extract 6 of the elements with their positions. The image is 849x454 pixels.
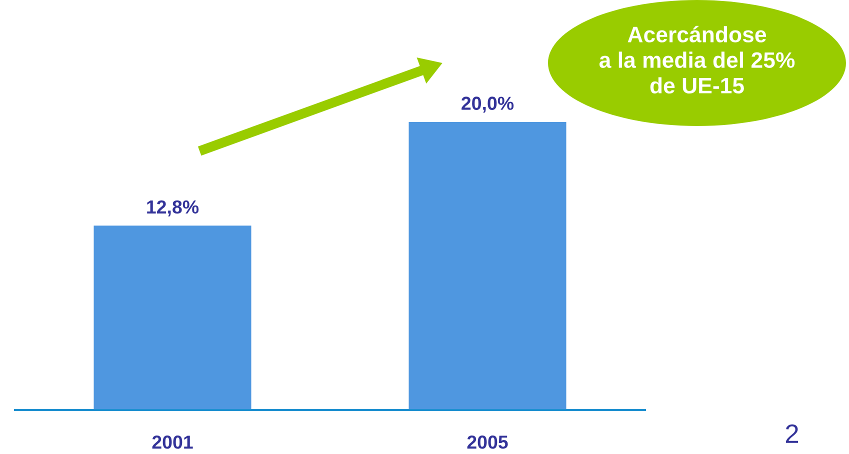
text: 2 xyxy=(786,424,798,443)
x-tick-label: 2005 xyxy=(467,435,508,449)
x-tick-label: 2001 xyxy=(152,435,193,449)
data-label: 20,0% xyxy=(462,96,514,113)
data-label: 12,8% xyxy=(147,200,199,216)
text: Acercándose a la media del 25% de UE-15 xyxy=(599,26,795,94)
